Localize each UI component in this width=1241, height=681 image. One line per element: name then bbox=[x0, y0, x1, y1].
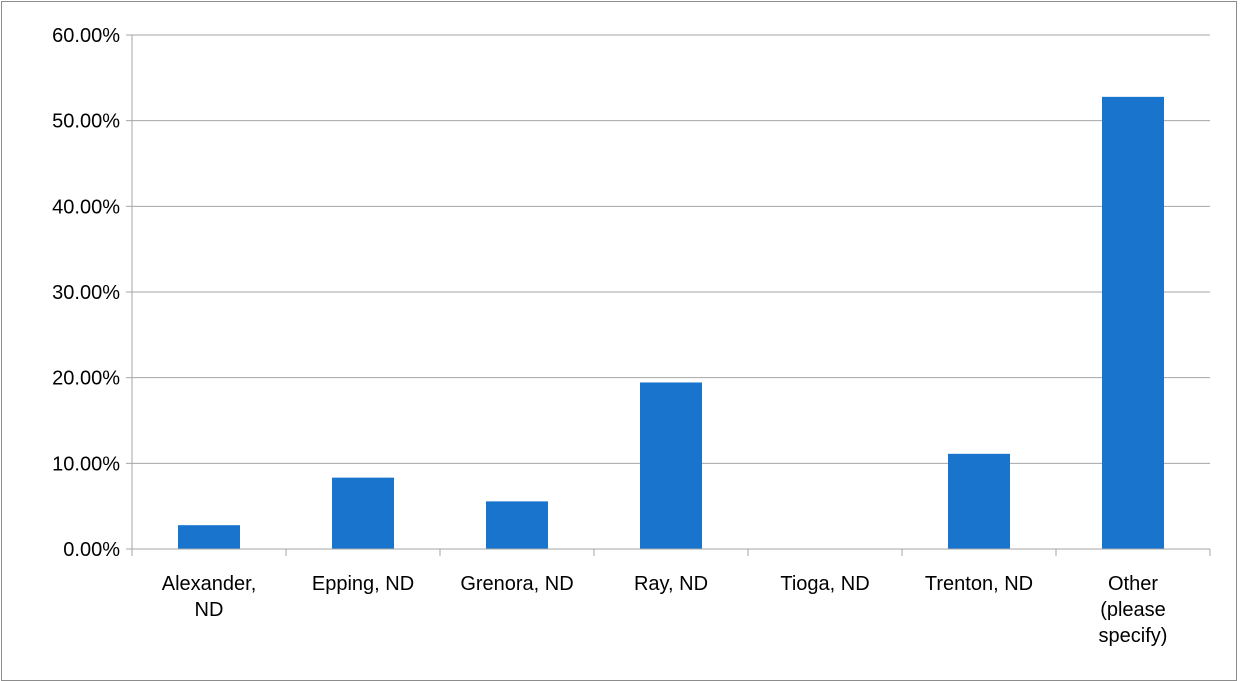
bar bbox=[332, 477, 394, 549]
x-category-label: Tioga, ND bbox=[780, 573, 869, 595]
y-tick-labels: 0.00% 10.00% 20.00% 30.00% 40.00% 50.00% 60.00… bbox=[52, 25, 120, 561]
x-category-label: Ray, ND bbox=[634, 573, 708, 595]
x-category-label: Grenora, ND bbox=[460, 573, 573, 595]
x-category-label-line: Other bbox=[1108, 573, 1158, 595]
axes bbox=[126, 34, 1211, 556]
gridlines bbox=[132, 34, 1210, 464]
y-tick-label: 0.00% bbox=[63, 539, 120, 561]
x-category-label-line: Trenton, ND bbox=[925, 573, 1033, 595]
bar bbox=[486, 501, 548, 549]
bars bbox=[178, 96, 1164, 550]
y-tick-label: 20.00% bbox=[52, 368, 120, 390]
y-tick-label: 60.00% bbox=[52, 25, 120, 47]
x-category-label-line: Ray, ND bbox=[634, 573, 708, 595]
bar bbox=[640, 382, 702, 549]
x-category-label-line: Epping, ND bbox=[312, 573, 414, 595]
y-tick-label: 50.00% bbox=[52, 111, 120, 133]
x-category-labels: Alexander, ND Epping, ND Grenora, ND Ray, ND… bbox=[162, 573, 1168, 647]
x-category-label-line: Tioga, ND bbox=[780, 573, 869, 595]
x-category-label: Other (please specify) bbox=[1099, 573, 1168, 647]
x-category-label-line: Alexander, bbox=[162, 573, 257, 595]
x-category-label-line: (please bbox=[1100, 599, 1166, 621]
y-tick-label: 40.00% bbox=[52, 196, 120, 218]
x-category-label: Alexander, ND bbox=[162, 573, 257, 621]
bar bbox=[948, 453, 1010, 549]
y-tick-label: 10.00% bbox=[52, 453, 120, 475]
x-category-label-line: specify) bbox=[1099, 625, 1168, 647]
bar bbox=[1102, 96, 1164, 550]
x-category-label: Epping, ND bbox=[312, 573, 414, 595]
x-category-label: Trenton, ND bbox=[925, 573, 1033, 595]
x-category-label-line: ND bbox=[195, 599, 224, 621]
bar bbox=[178, 525, 240, 549]
x-category-label-line: Grenora, ND bbox=[460, 573, 573, 595]
y-tick-label: 30.00% bbox=[52, 282, 120, 304]
